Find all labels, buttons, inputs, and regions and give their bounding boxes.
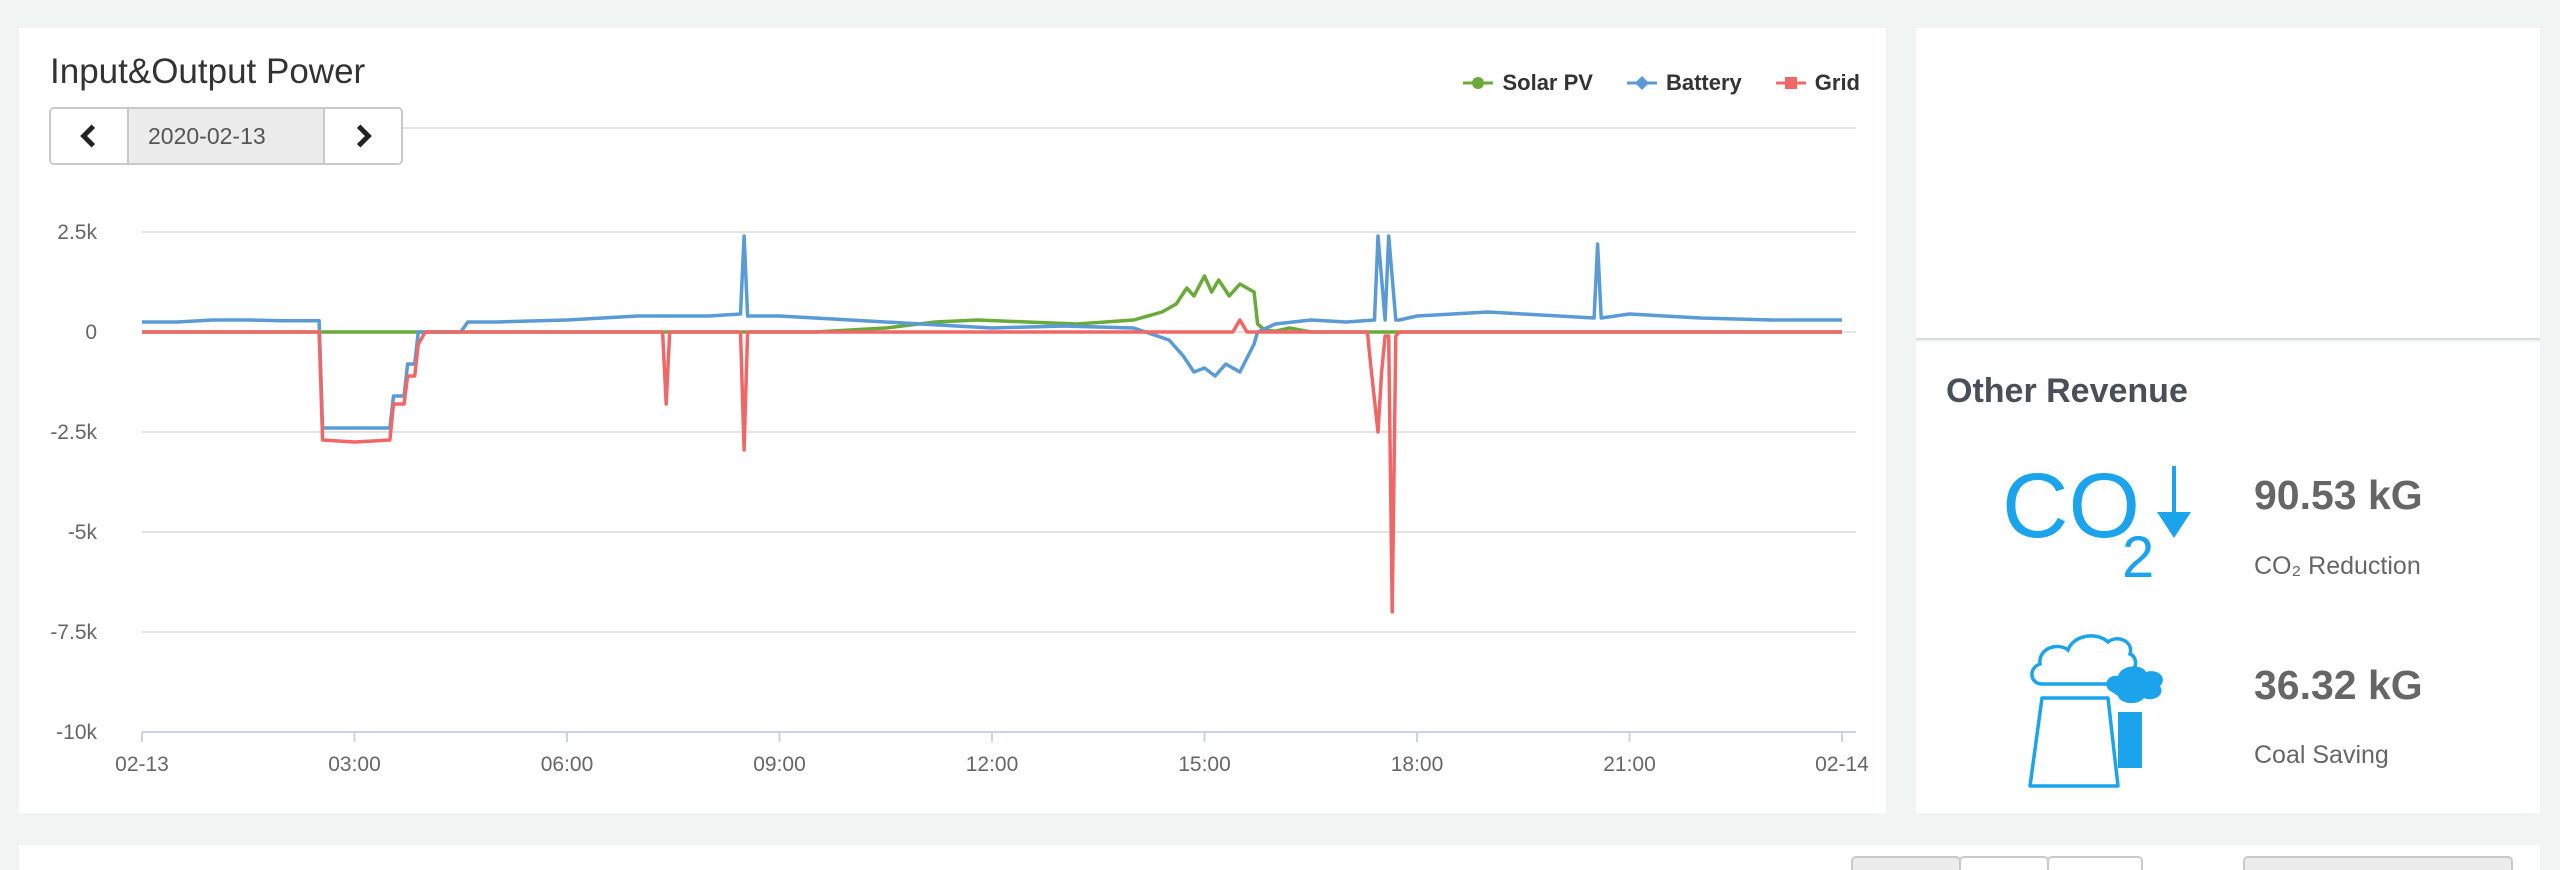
right-top-panel xyxy=(1916,28,2540,340)
legend-label: Battery xyxy=(1665,70,1742,95)
legend-label: Grid xyxy=(1814,70,1860,95)
strip-toggle-button-3[interactable] xyxy=(2047,856,2143,870)
chevron-left-icon xyxy=(80,124,96,148)
date-navigator: 2020-02-13 xyxy=(49,107,403,165)
legend-label: Solar PV xyxy=(1502,70,1593,95)
strip-toggle-button-2[interactable] xyxy=(1959,856,2049,870)
chart-title: Input&Output Power xyxy=(50,52,366,91)
legend-item-grid[interactable]: Grid xyxy=(1775,70,1860,96)
previous-day-button[interactable] xyxy=(51,109,127,163)
diamond-marker-icon xyxy=(1626,76,1657,90)
svg-text:2: 2 xyxy=(2122,525,2154,582)
x-tick-label: 03:00 xyxy=(328,753,381,776)
chart-axes: 2.5k 0 -2.5k -5k -7.5k -10k 02-13 03:00 06:00 09:… xyxy=(50,221,1869,776)
x-tick-label: 21:00 xyxy=(1603,753,1656,776)
strip-date-nav[interactable] xyxy=(2243,856,2513,870)
legend-item-battery[interactable]: Battery xyxy=(1626,70,1742,96)
chart-series xyxy=(142,234,1842,614)
y-tick-label: 0 xyxy=(85,321,97,344)
x-tick-label: 09:00 xyxy=(753,753,806,776)
date-picker-field[interactable]: 2020-02-13 xyxy=(127,109,325,163)
input-output-power-panel: 2.5k 0 -2.5k -5k -7.5k -10k 02-13 03:00 06:00 09:… xyxy=(19,28,1886,813)
coal-saving-label: Coal Saving xyxy=(2254,741,2389,769)
y-tick-label: -7.5k xyxy=(50,621,97,644)
strip-toggle-button-1[interactable] xyxy=(1851,856,1961,870)
svg-text:CO: CO xyxy=(2002,455,2140,557)
other-revenue-panel: Other Revenue CO 2 90.53 kG CO₂ Reductio… xyxy=(1916,342,2540,813)
coal-saving-value: 36.32 kG xyxy=(2254,662,2423,708)
next-day-button[interactable] xyxy=(325,109,401,163)
power-chart: 2.5k 0 -2.5k -5k -7.5k -10k 02-13 03:00 06:00 09:… xyxy=(50,127,1869,776)
coal-factory-icon xyxy=(2028,634,2163,788)
chart-legend: Solar PV Battery Grid xyxy=(1463,70,1860,96)
x-tick-label: 15:00 xyxy=(1178,753,1231,776)
x-tick-label: 02-14 xyxy=(1815,753,1869,776)
x-tick-label: 18:00 xyxy=(1391,753,1444,776)
y-tick-label: -5k xyxy=(68,521,98,544)
y-tick-label: -2.5k xyxy=(50,421,97,444)
y-tick-label: -10k xyxy=(56,721,97,744)
co2-reduction-label: CO₂ Reduction xyxy=(2254,552,2421,580)
series-line-grid[interactable] xyxy=(142,318,1842,614)
x-tick-label: 06:00 xyxy=(541,753,594,776)
circle-marker-icon xyxy=(1463,77,1494,89)
other-revenue-title: Other Revenue xyxy=(1946,372,2188,410)
y-tick-label: 2.5k xyxy=(57,221,97,244)
x-tick-label: 12:00 xyxy=(966,753,1019,776)
next-panel-strip xyxy=(19,845,2540,870)
series-line-solar-pv[interactable] xyxy=(142,274,1842,334)
co2-reduction-icon: CO 2 xyxy=(2002,455,2191,582)
legend-item-solar-pv[interactable]: Solar PV xyxy=(1463,70,1593,96)
chart-grid xyxy=(142,127,1856,733)
square-marker-icon xyxy=(1775,77,1806,89)
x-tick-label: 02-13 xyxy=(115,753,169,776)
chevron-right-icon xyxy=(356,124,372,148)
co2-reduction-value: 90.53 kG xyxy=(2254,472,2423,518)
